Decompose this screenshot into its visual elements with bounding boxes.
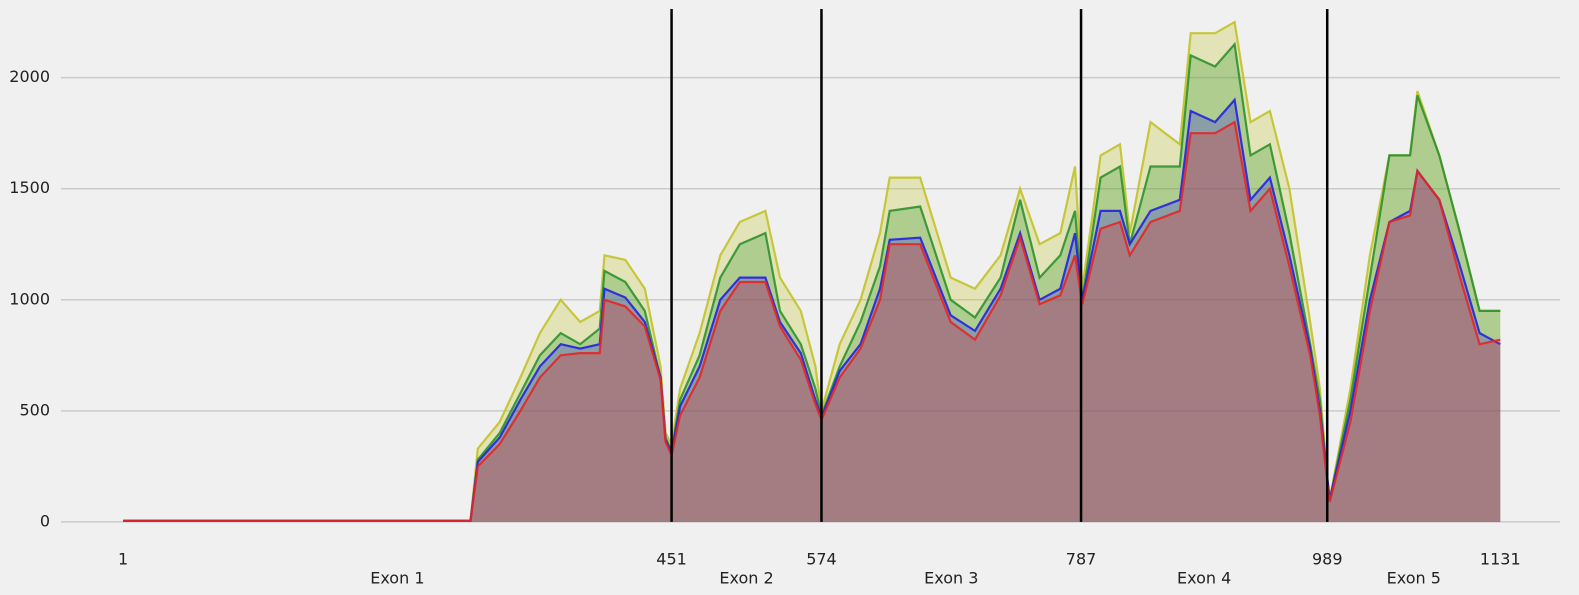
y-tick-label: 500: [19, 400, 50, 419]
region-label: Exon 1: [370, 569, 424, 588]
axes: 0 500 1000 1500 2000 1 451 574 787 989 1131 Exon 1 E…: [9, 9, 1521, 588]
region-label: Exon 4: [1177, 569, 1231, 588]
region-label: Exon 2: [719, 569, 773, 588]
x-tick-label: 451: [656, 550, 687, 569]
area-fill: [123, 44, 1501, 522]
plot-area: [123, 20, 1501, 522]
area-fill: [123, 99, 1501, 522]
x-tick-label: 574: [806, 550, 837, 569]
area-fill: [123, 22, 1501, 522]
x-tick-label: 1131: [1480, 550, 1521, 569]
region-label: Exon 5: [1387, 569, 1441, 588]
y-tick-label: 0: [40, 511, 50, 530]
area-fill: [123, 122, 1501, 522]
y-tick-label: 1000: [9, 289, 50, 308]
x-tick-label: 989: [1312, 550, 1343, 569]
region-label: Exon 3: [924, 569, 978, 588]
x-tick-label: 787: [1066, 550, 1097, 569]
x-tick-label: 1: [118, 550, 128, 569]
y-tick-label: 2000: [9, 67, 50, 86]
grid: [61, 76, 1560, 523]
y-tick-label: 1500: [9, 178, 50, 197]
